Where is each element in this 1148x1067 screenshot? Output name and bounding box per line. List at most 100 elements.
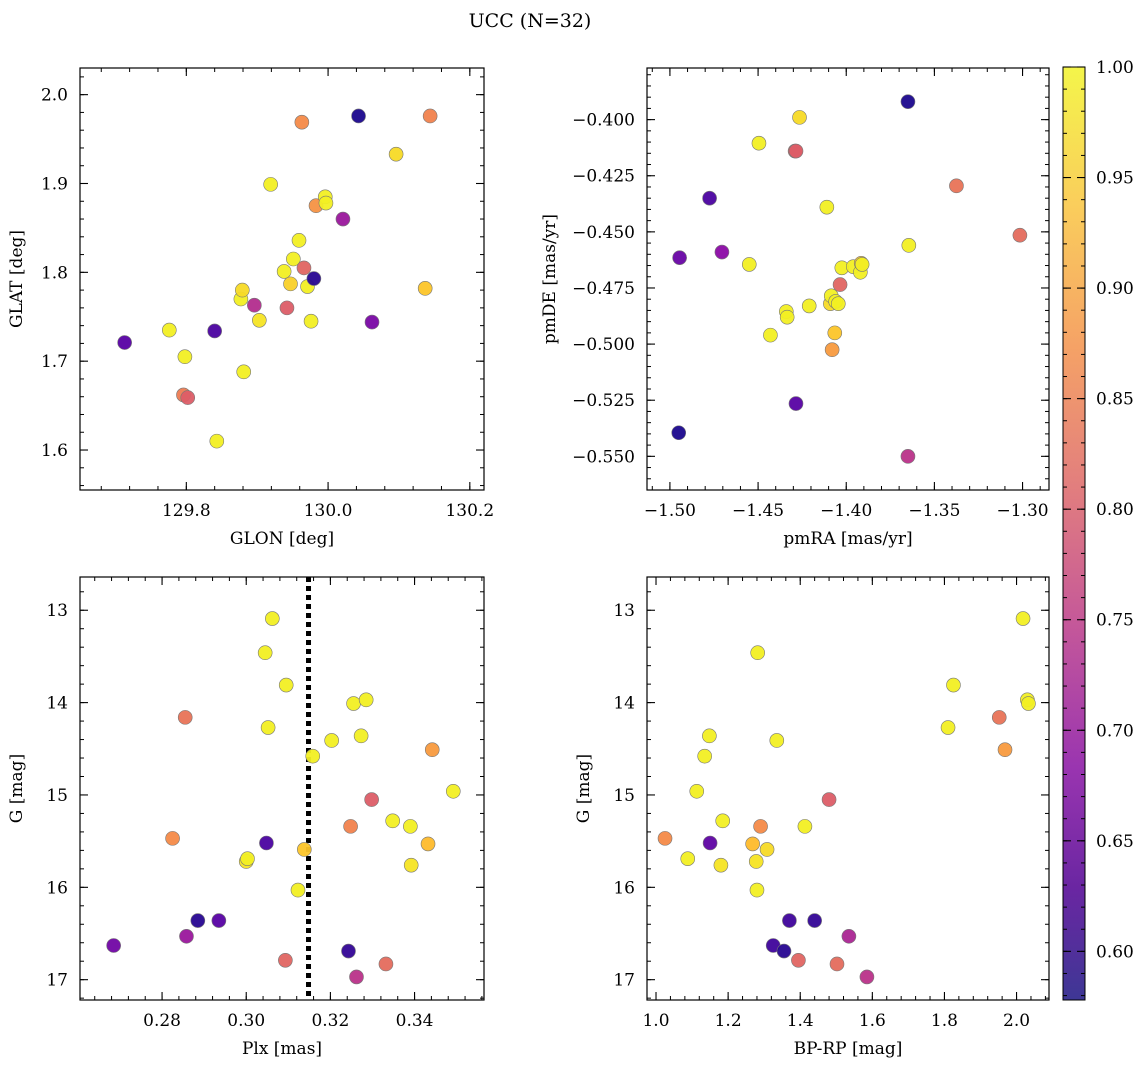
y-tick-label: 1.8 — [41, 263, 68, 283]
x-axis-label: BP-RP [mag] — [794, 1039, 903, 1059]
y-tick-label: 17 — [613, 971, 635, 991]
colorbar-tick-label: 1.00 — [1096, 58, 1134, 78]
y-axis-label: G [mag] — [574, 754, 594, 823]
x-tick-label: 1.0 — [642, 1011, 669, 1031]
scatter-point — [821, 792, 837, 807]
scatter-point — [259, 835, 274, 851]
scatter-point — [859, 969, 875, 985]
scatter-point — [177, 349, 193, 365]
colorbar-tick-label: 0.95 — [1096, 169, 1134, 189]
panel-1: 129.8 130.0 130.2 1.6 1.7 1.8 1.9 2.0 GLON [deg]… — [7, 67, 494, 549]
x-tick-label: −1.40 — [820, 501, 872, 521]
axes-frame — [79, 576, 485, 1001]
x-tick-label: −1.45 — [732, 501, 784, 521]
colorbar-tick-label: 0.90 — [1096, 279, 1134, 299]
scatter-point — [946, 677, 961, 693]
scatter-point — [776, 943, 792, 959]
y-tick-label: 14 — [613, 694, 635, 714]
scatter-point — [949, 178, 964, 194]
scatter-point — [318, 195, 334, 211]
scatter-point — [335, 211, 351, 227]
scatter-point — [680, 851, 696, 866]
scatter-point — [420, 836, 436, 852]
scatter-point — [235, 282, 250, 298]
scatter-point — [286, 251, 301, 267]
scatter-point — [162, 322, 177, 338]
x-tick-label: 1.8 — [931, 1011, 958, 1031]
scatter-point — [349, 969, 364, 985]
scatter-point — [378, 956, 394, 972]
scatter-point — [782, 913, 797, 928]
y-tick-label: 1.7 — [41, 352, 68, 372]
scatter-point — [1012, 227, 1028, 243]
scatter-point — [364, 314, 380, 330]
scatter-point — [403, 857, 419, 873]
scatter-point — [745, 836, 760, 852]
scatter-point — [177, 710, 193, 725]
scatter-point — [353, 728, 369, 744]
scatter-point — [260, 720, 276, 735]
y-tick-label: 14 — [46, 694, 68, 714]
scatter-point — [263, 177, 278, 192]
y-tick-label: 17 — [46, 971, 68, 991]
scatter-point — [190, 913, 206, 928]
figure-title: UCC (N=32) — [469, 10, 592, 32]
scatter-point — [303, 313, 319, 329]
x-tick-label: 129.8 — [162, 501, 211, 521]
scatter-point — [211, 913, 227, 928]
scatter-point — [1015, 611, 1031, 626]
y-tick-label: −0.550 — [572, 447, 635, 467]
x-tick-label: 2.0 — [1003, 1011, 1030, 1031]
y-tick-label: 2.0 — [41, 86, 68, 106]
scatter-point — [351, 108, 366, 124]
y-axis-label: pmDE [mas/yr] — [540, 214, 560, 344]
scatter-point — [343, 819, 358, 834]
scatter-point — [278, 952, 293, 968]
x-tick-label: 1.4 — [787, 1011, 814, 1031]
y-tick-label: −0.450 — [572, 223, 635, 243]
scatter-point — [279, 300, 295, 316]
y-tick-label: 16 — [613, 878, 635, 898]
colorbar-tick-label: 0.60 — [1096, 942, 1134, 962]
scatter-point — [388, 146, 404, 162]
y-tick-label: −0.400 — [572, 111, 635, 131]
scatter-point — [763, 327, 778, 343]
scatter-point — [831, 296, 846, 311]
y-tick-label: 1.9 — [41, 174, 68, 194]
x-axis-label: pmRA [mas/yr] — [783, 529, 912, 549]
scatter-point — [424, 742, 440, 758]
panel-2: −1.50 −1.45 −1.40 −1.35 −1.30 −0.400 −0.425 −0.… — [540, 67, 1050, 549]
colorbar-gradient — [1062, 66, 1086, 1001]
axes-frame — [79, 67, 485, 491]
colorbar-tick-label: 0.85 — [1096, 390, 1134, 410]
axes-frame — [646, 576, 1050, 1001]
scatter-point — [797, 819, 813, 834]
scatter-point — [751, 135, 767, 151]
scatter-point — [364, 792, 379, 807]
scatter-point — [672, 250, 687, 265]
y-tick-label: 15 — [46, 786, 68, 806]
scatter-point — [207, 323, 222, 339]
scatter-point — [753, 819, 768, 834]
scatter-point — [265, 611, 280, 626]
scatter-point — [997, 742, 1013, 758]
x-tick-label: −1.35 — [908, 501, 960, 521]
scatter-point — [296, 260, 312, 276]
scatter-point — [749, 882, 765, 898]
scatter-point — [306, 271, 322, 286]
scatter-point — [346, 696, 361, 711]
scatter-point — [179, 928, 194, 944]
x-tick-label: −1.50 — [644, 501, 696, 521]
scatter-point — [106, 938, 121, 953]
scatter-point — [278, 677, 294, 693]
scatter-point — [257, 645, 273, 661]
scatter-point — [940, 720, 956, 735]
scatter-point — [283, 276, 298, 292]
scatter-point — [290, 882, 306, 898]
colorbar-tick-label: 0.65 — [1096, 832, 1134, 852]
scatter-point — [748, 854, 764, 869]
x-axis-label: Plx [mas] — [242, 1039, 322, 1059]
y-tick-label: −0.425 — [572, 167, 635, 187]
scatter-point — [779, 309, 795, 325]
